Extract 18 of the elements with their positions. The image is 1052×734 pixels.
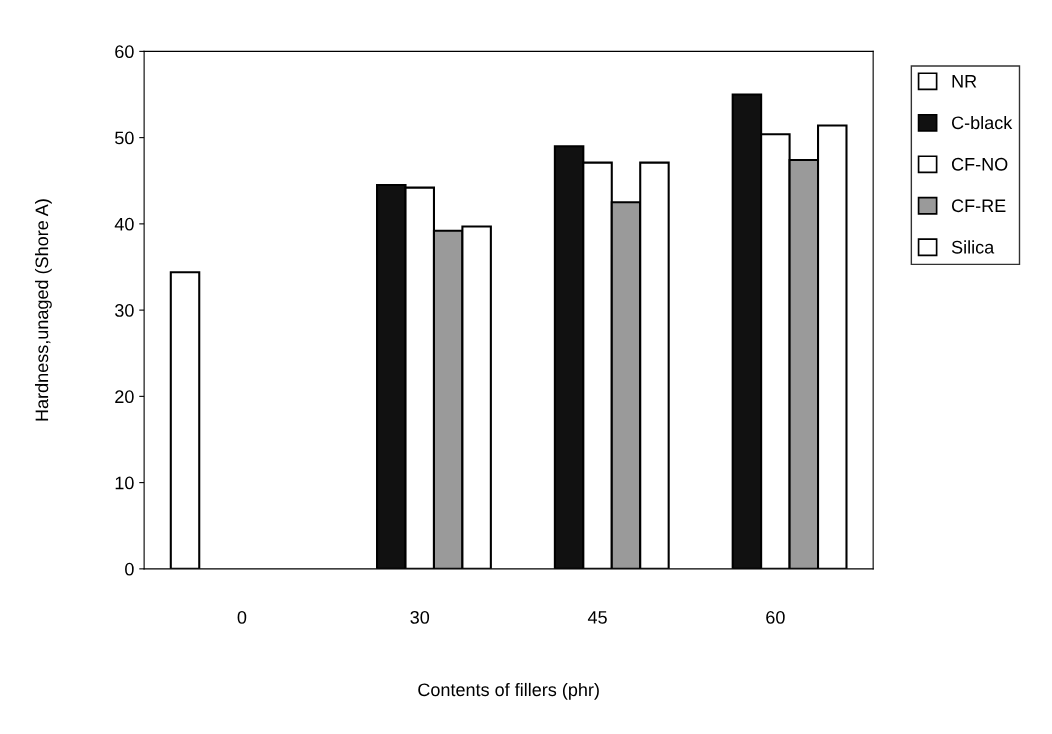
legend-label: C-black (951, 115, 1013, 130)
y-tick-label: 40 (114, 217, 134, 231)
x-axis-title: Contents of fillers (phr) (418, 682, 599, 700)
x-tick-label: 45 (587, 611, 607, 624)
y-tick-label: 20 (115, 390, 134, 404)
y-tick-label: 50 (115, 131, 134, 145)
y-tick-label: 30 (115, 304, 134, 317)
x-tick-label: 0 (237, 610, 247, 624)
y-tick-label: 0 (125, 562, 134, 576)
y-tick-label: 60 (115, 45, 134, 59)
x-tick-label: 30 (410, 610, 430, 624)
y-axis-title: Hardness,unaged (Shore A) (34, 199, 52, 421)
legend-label: Silica (951, 240, 995, 254)
legend-label: CF-RE (951, 199, 1006, 213)
legend-label: CF-NO (951, 157, 1008, 171)
y-tick-label: 10 (115, 476, 134, 490)
x-tick-label: 60 (766, 610, 785, 624)
legend-label: NR (952, 75, 977, 88)
